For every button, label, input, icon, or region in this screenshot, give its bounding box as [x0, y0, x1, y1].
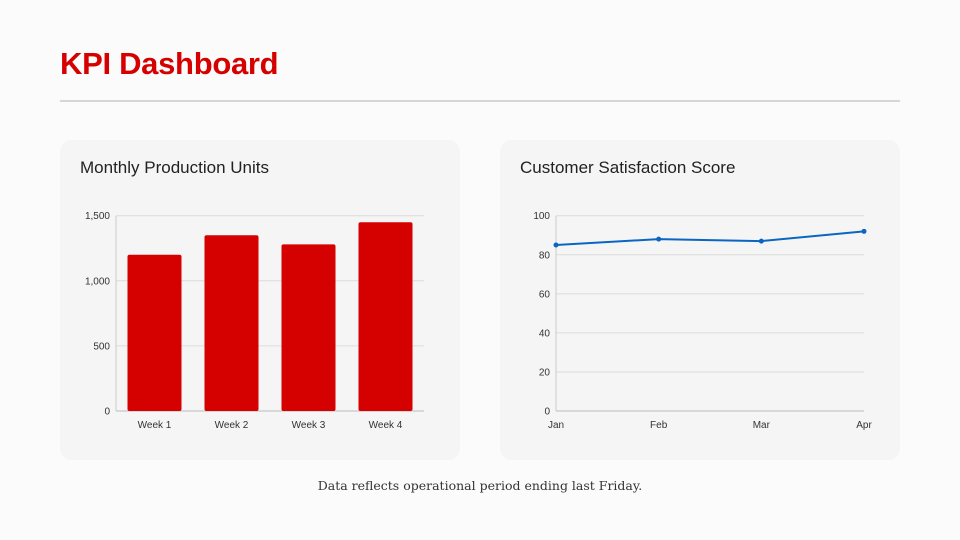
production-card: Monthly Production Units 0 500 1,000 1,500 W… [60, 140, 460, 460]
y-tick-label: 60 [539, 289, 551, 300]
data-point-feb [656, 236, 662, 242]
satisfaction-chart-title: Customer Satisfaction Score [520, 158, 736, 177]
y-tick-label: 1,000 [85, 276, 110, 287]
data-point-mar [758, 238, 764, 244]
footnote: Data reflects operational period ending … [317, 478, 643, 493]
y-tick-label: 80 [539, 250, 551, 261]
satisfaction-line-chart: 0 20 40 60 80 100 Jan Feb Mar Apr [533, 211, 872, 431]
y-tick-label: 500 [93, 341, 110, 352]
series-line [555, 230, 865, 246]
y-tick-label: 100 [533, 211, 550, 222]
bar-week-3 [281, 244, 336, 411]
bar-week-2 [204, 235, 259, 411]
production-bar-chart: 0 500 1,000 1,500 Week 1 Week 2 Week 3 Week 4 [85, 211, 424, 431]
x-tick-label: Week 2 [215, 420, 249, 431]
data-point-apr [861, 228, 867, 234]
y-tick-label: 40 [539, 328, 551, 339]
y-tick-label: 0 [104, 407, 110, 418]
y-tick-label: 0 [544, 407, 550, 418]
production-chart-title: Monthly Production Units [80, 158, 269, 177]
x-tick-label: Week 4 [369, 420, 403, 431]
bar-week-1 [127, 254, 182, 411]
y-tick-label: 20 [539, 367, 551, 378]
data-point-jan [553, 242, 559, 248]
title-divider [60, 100, 900, 102]
x-tick-label: Feb [650, 420, 668, 431]
x-tick-label: Week 1 [138, 420, 172, 431]
x-tick-label: Jan [548, 420, 564, 431]
x-tick-label: Mar [753, 420, 771, 431]
y-tick-label: 1,500 [85, 211, 110, 222]
x-tick-label: Week 3 [292, 420, 326, 431]
satisfaction-card: Customer Satisfaction Score 0 20 40 60 80 100… [500, 140, 900, 460]
page-title: KPI Dashboard [60, 46, 279, 81]
bar-week-4 [358, 222, 413, 411]
x-tick-label: Apr [856, 420, 872, 431]
